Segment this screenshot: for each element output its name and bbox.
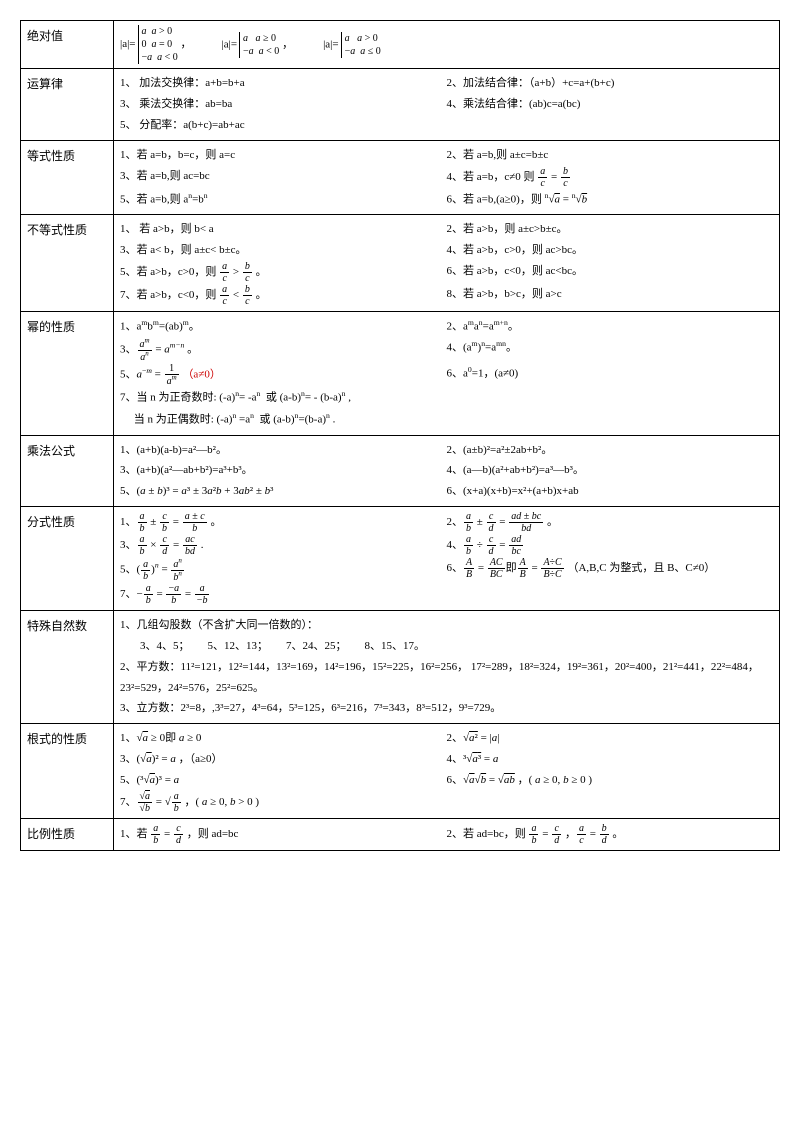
row-label-mult: 乘法公式: [21, 435, 114, 507]
row-content-power: 1、ambm=(ab)m。2、aman=am+n。 3、aman = am−n …: [114, 311, 780, 435]
row-content-abs: |a|=a a > 00 a = 0−a a < 0 ， |a|=a a ≥ 0…: [114, 21, 780, 69]
row-content-eq: 1、若 a=b，b=c，则 a=c2、若 a=b,则 a±c=b±c 3、若 a…: [114, 140, 780, 214]
row-label-ops: 运算律: [21, 69, 114, 141]
row-label-root: 根式的性质: [21, 724, 114, 819]
row-content-special: 1、几组勾股数（不含扩大同一倍数的）： 3、4、5；5、12、13；7、24、2…: [114, 610, 780, 723]
squares-text: 2、平方数：11²=121，12²=144，13²=169，14²=196，15…: [120, 657, 773, 699]
row-content-frac: 1、ab ± cb = a ± cb 。 2、ab ± cd = ad ± bc…: [114, 507, 780, 611]
row-label-ineq: 不等式性质: [21, 215, 114, 312]
row-label-abs: 绝对值: [21, 21, 114, 69]
formula-table: 绝对值 |a|=a a > 00 a = 0−a a < 0 ， |a|=a a…: [20, 20, 780, 851]
row-content-ratio: 1、若 ab = cd ，则 ad=bc 2、若 ad=bc，则 ab = cd…: [114, 818, 780, 850]
row-content-mult: 1、(a+b)(a-b)=a²—b²。2、(a±b)²=a²±2ab+b²。 3…: [114, 435, 780, 507]
row-label-ratio: 比例性质: [21, 818, 114, 850]
row-label-power: 幂的性质: [21, 311, 114, 435]
row-content-ineq: 1、 若 a>b，则 b< a2、若 a>b，则 a±c>b±c。 3、若 a<…: [114, 215, 780, 312]
row-content-ops: 1、 加法交换律：a+b=b+a2、加法结合律：（a+b）+c=a+(b+c) …: [114, 69, 780, 141]
row-content-root: 1、√a ≥ 0即 a ≥ 0 2、√a² = |a| 3、(√a)² = a …: [114, 724, 780, 819]
row-label-eq: 等式性质: [21, 140, 114, 214]
row-label-special: 特殊自然数: [21, 610, 114, 723]
row-label-frac: 分式性质: [21, 507, 114, 611]
cubes-text: 3、立方数：2³=8，,3³=27，4³=64，5³=125，6³=216，7³…: [120, 698, 773, 719]
